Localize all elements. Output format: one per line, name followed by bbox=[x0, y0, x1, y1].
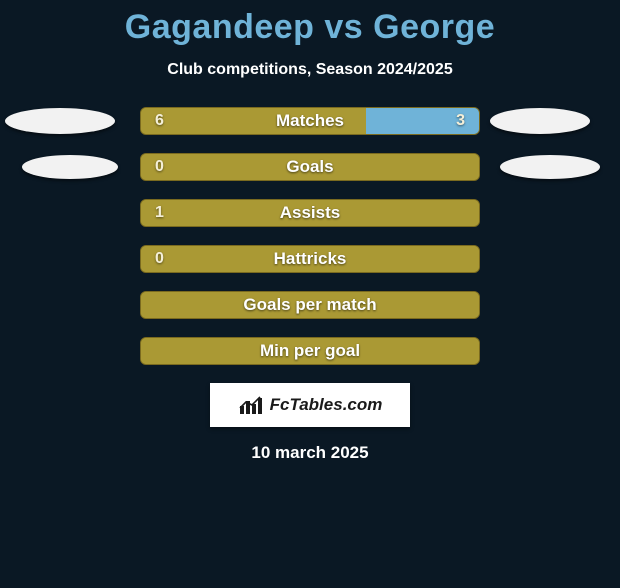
stat-bar-left-fill bbox=[141, 200, 479, 226]
brand-badge: FcTables.com bbox=[210, 383, 410, 427]
player-placeholder bbox=[490, 108, 590, 134]
stat-value-right: 3 bbox=[456, 108, 465, 134]
stat-bar-left-fill bbox=[141, 154, 479, 180]
player-placeholder bbox=[500, 155, 600, 179]
brand-text: FcTables.com bbox=[270, 395, 383, 415]
stat-bar: 0 bbox=[140, 153, 480, 181]
date-label: 10 march 2025 bbox=[0, 443, 620, 463]
player-placeholder bbox=[5, 108, 115, 134]
stat-value-left: 0 bbox=[155, 154, 164, 180]
stat-bar: 1 bbox=[140, 199, 480, 227]
page-title: Gagandeep vs George bbox=[0, 8, 620, 47]
stat-bar: 63 bbox=[140, 107, 480, 135]
stat-bar bbox=[140, 337, 480, 365]
stat-bar: 0 bbox=[140, 245, 480, 273]
stat-bar bbox=[140, 291, 480, 319]
stat-row: 0Hattricks bbox=[0, 245, 620, 273]
stat-bar-left-fill bbox=[141, 338, 479, 364]
stat-bar-left-fill bbox=[141, 108, 366, 134]
stat-value-left: 0 bbox=[155, 246, 164, 272]
stat-row: Min per goal bbox=[0, 337, 620, 365]
subtitle: Club competitions, Season 2024/2025 bbox=[0, 61, 620, 79]
player-placeholder bbox=[22, 155, 118, 179]
stat-value-left: 1 bbox=[155, 200, 164, 226]
stat-row: Goals per match bbox=[0, 291, 620, 319]
stat-bar-left-fill bbox=[141, 292, 479, 318]
stat-row: 1Assists bbox=[0, 199, 620, 227]
comparison-chart: 63Matches0Goals1Assists0HattricksGoals p… bbox=[0, 107, 620, 365]
brand-logo-icon bbox=[238, 394, 264, 416]
stat-row: 0Goals bbox=[0, 153, 620, 181]
stat-bar-left-fill bbox=[141, 246, 479, 272]
stat-row: 63Matches bbox=[0, 107, 620, 135]
stat-value-left: 6 bbox=[155, 108, 164, 134]
